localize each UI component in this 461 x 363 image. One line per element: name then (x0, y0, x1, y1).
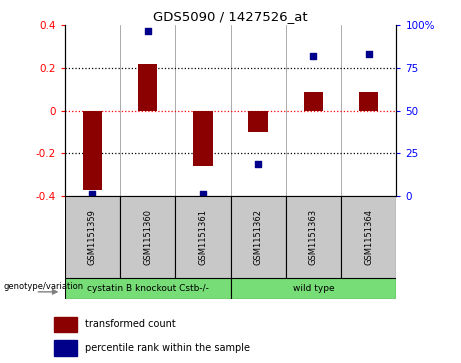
Point (199, 191, 207, 197)
Bar (359, 91, 378, 111)
Text: cystatin B knockout Cstb-/-: cystatin B knockout Cstb-/- (87, 284, 208, 293)
Bar (65, 278, 230, 299)
Bar (248, 111, 268, 132)
Point (144, 28, 151, 33)
Text: GSM1151362: GSM1151362 (254, 209, 263, 265)
Text: GSM1151364: GSM1151364 (364, 209, 373, 265)
Bar (304, 91, 323, 111)
Bar (120, 196, 175, 278)
Text: GSM1151361: GSM1151361 (198, 209, 207, 265)
Text: genotype/variation: genotype/variation (3, 282, 83, 291)
Text: GSM1151363: GSM1151363 (309, 209, 318, 265)
Text: wild type: wild type (293, 284, 334, 293)
Text: GSM1151360: GSM1151360 (143, 209, 152, 265)
Bar (138, 64, 157, 111)
Point (254, 161, 262, 167)
Bar (54, 340, 77, 356)
Bar (230, 196, 286, 278)
Bar (230, 278, 396, 299)
Point (310, 53, 317, 59)
Bar (286, 196, 341, 278)
Bar (83, 111, 102, 189)
Bar (341, 196, 396, 278)
Bar (193, 111, 213, 166)
Bar (175, 196, 230, 278)
Title: GDS5090 / 1427526_at: GDS5090 / 1427526_at (153, 10, 308, 23)
Text: percentile rank within the sample: percentile rank within the sample (85, 343, 250, 353)
Point (89, 191, 96, 197)
Bar (54, 317, 77, 332)
Text: transformed count: transformed count (85, 319, 176, 330)
Text: GSM1151359: GSM1151359 (88, 209, 97, 265)
Point (365, 52, 372, 57)
Bar (65, 196, 120, 278)
